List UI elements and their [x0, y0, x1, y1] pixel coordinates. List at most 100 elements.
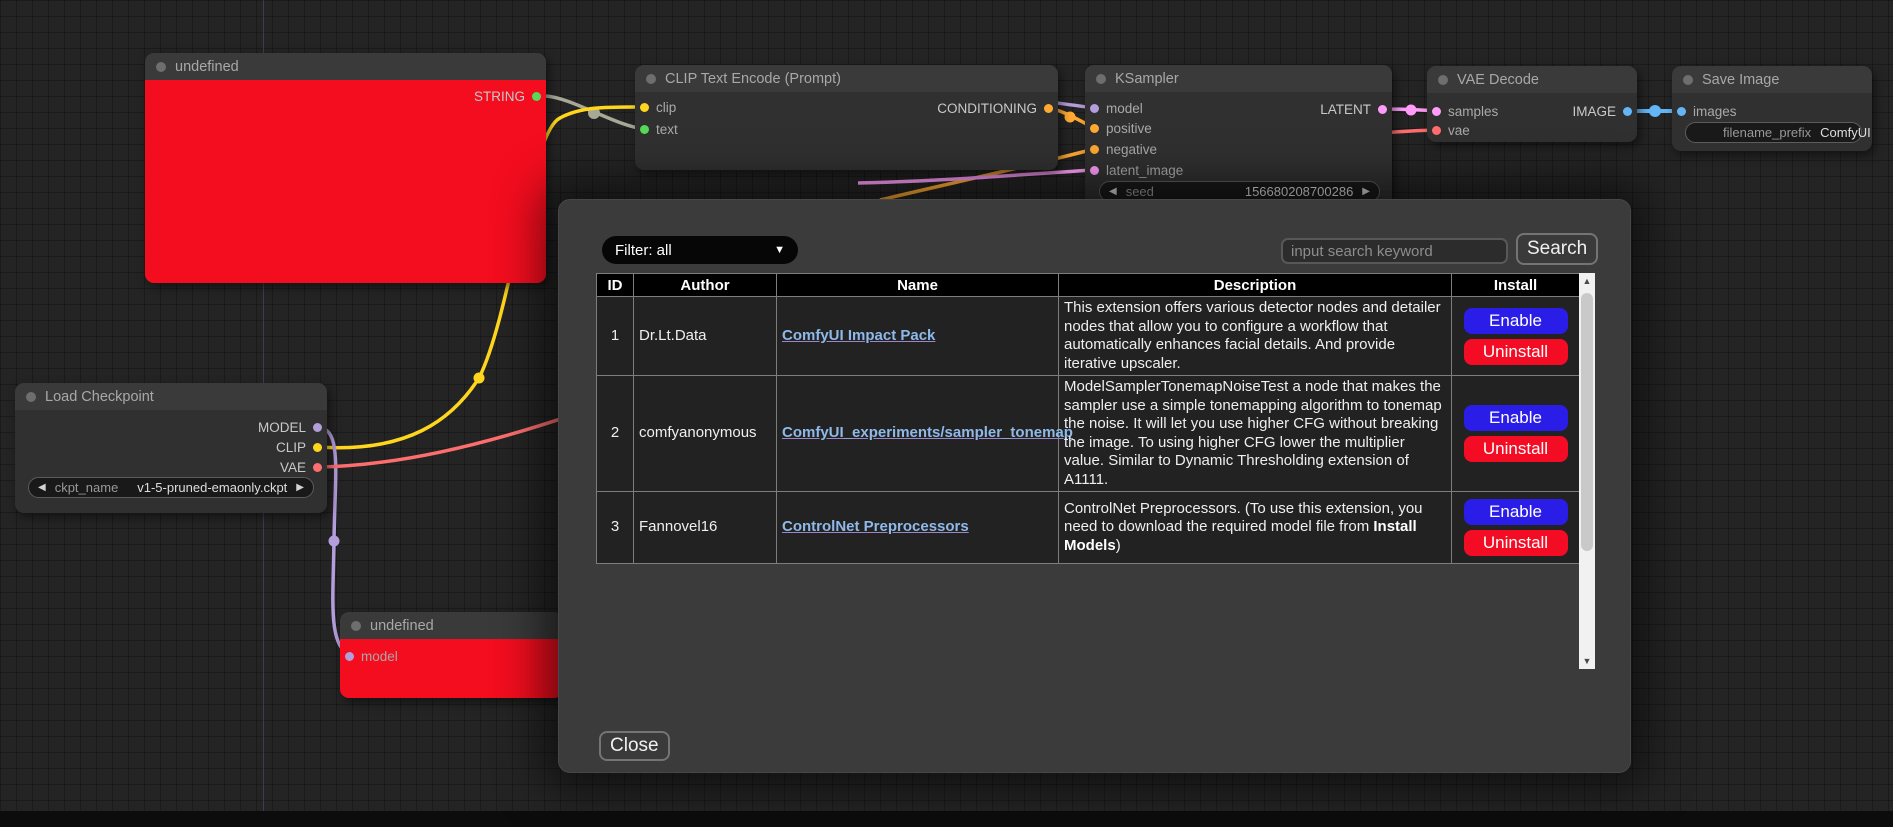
input-slot-images[interactable]: images	[1677, 103, 1737, 120]
node-save-image[interactable]: Save Image images filename_prefix ComfyU…	[1672, 66, 1872, 151]
extension-link[interactable]: ControlNet Preprocessors	[782, 518, 969, 536]
table-row: 2 comfyanonymous ComfyUI_experiments/sam…	[596, 375, 1580, 492]
slot-dot-icon[interactable]	[532, 92, 541, 101]
slot-dot-icon[interactable]	[640, 125, 649, 134]
slot-dot-icon[interactable]	[1090, 166, 1099, 175]
slot-dot-icon[interactable]	[1677, 107, 1686, 116]
slot-dot-icon[interactable]	[313, 443, 322, 452]
node-title-bar[interactable]: Load Checkpoint	[15, 383, 327, 410]
collapse-dot-icon[interactable]	[646, 73, 656, 84]
input-slot-negative[interactable]: negative	[1090, 141, 1157, 158]
node-title-bar[interactable]: undefined	[340, 612, 563, 639]
node-title: Load Checkpoint	[45, 388, 154, 405]
input-slot-model[interactable]: model	[345, 648, 398, 665]
scroll-down-icon[interactable]: ▼	[1579, 653, 1595, 669]
slot-dot-icon[interactable]	[640, 103, 649, 112]
decrement-arrow-icon[interactable]: ◀	[1109, 186, 1117, 197]
uninstall-button[interactable]: Uninstall	[1463, 436, 1568, 462]
output-slot-clip[interactable]: CLIP	[276, 439, 322, 456]
output-slot-image[interactable]: IMAGE	[1572, 103, 1632, 120]
input-slot-model[interactable]: model	[1090, 100, 1143, 117]
node-title-bar[interactable]: undefined	[145, 53, 546, 80]
slot-dot-icon[interactable]	[345, 652, 354, 661]
input-slot-latent-image[interactable]: latent_image	[1090, 162, 1183, 179]
node-title-bar[interactable]: VAE Decode	[1427, 66, 1637, 93]
collapse-dot-icon[interactable]	[1438, 74, 1448, 85]
ckpt-name-widget[interactable]: ◀ ckpt_name v1-5-pruned-emaonly.ckpt ▶	[28, 477, 314, 498]
node-undefined-bottom[interactable]: undefined model	[340, 612, 563, 698]
input-slot-positive[interactable]: positive	[1090, 120, 1152, 137]
extensions-table: ID Author Name Description Install 1 Dr.…	[596, 273, 1580, 564]
node-vae-decode[interactable]: VAE Decode samples vae IMAGE	[1427, 66, 1637, 142]
search-input[interactable]	[1281, 238, 1508, 264]
extension-link[interactable]: ComfyUI Impact Pack	[782, 326, 936, 344]
slot-dot-icon[interactable]	[1623, 107, 1632, 116]
widget-name: ckpt_name	[54, 480, 119, 495]
extension-link[interactable]: ComfyUI_experiments/sampler_tonemap	[782, 424, 1073, 442]
enable-button[interactable]: Enable	[1463, 499, 1568, 525]
increment-arrow-icon[interactable]: ▶	[296, 482, 304, 493]
enable-button[interactable]: Enable	[1463, 405, 1568, 431]
column-header-id: ID	[596, 273, 634, 297]
increment-arrow-icon[interactable]: ▶	[1362, 186, 1370, 197]
slot-label: LATENT	[1320, 102, 1371, 117]
slot-label: clip	[656, 100, 677, 115]
node-title: Save Image	[1702, 71, 1780, 88]
description-text: ModelSamplerTonemapNoiseTest a node that…	[1064, 378, 1442, 488]
node-title-bar[interactable]: KSampler	[1085, 65, 1392, 92]
collapse-dot-icon[interactable]	[351, 620, 361, 631]
scrollbar-thumb[interactable]	[1581, 293, 1593, 551]
slot-dot-icon[interactable]	[1378, 105, 1387, 114]
uninstall-button[interactable]: Uninstall	[1463, 338, 1568, 365]
node-undefined-top[interactable]: undefined STRING	[145, 53, 546, 283]
search-button[interactable]: Search	[1516, 233, 1599, 265]
slot-dot-icon[interactable]	[1432, 126, 1441, 135]
extensions-table-container: ID Author Name Description Install 1 Dr.…	[596, 273, 1595, 669]
description-tail-text: )	[1115, 536, 1121, 554]
node-load-checkpoint[interactable]: Load Checkpoint MODEL CLIP VAE ◀ ckpt_na…	[15, 383, 327, 513]
description-cell: This extension offers various detector n…	[1058, 296, 1452, 376]
node-title: undefined	[175, 58, 239, 75]
filter-select[interactable]: Filter: all ▼	[602, 236, 798, 264]
node-ksampler[interactable]: KSampler model positive negative latent_…	[1085, 65, 1392, 205]
description-text: This extension offers various detector n…	[1064, 299, 1441, 372]
slot-dot-icon[interactable]	[1090, 124, 1099, 133]
filename-prefix-widget[interactable]: filename_prefix ComfyUI	[1685, 122, 1871, 143]
description-text: ControlNet Preprocessors. (To use this e…	[1064, 499, 1423, 536]
output-slot-latent[interactable]: LATENT	[1320, 101, 1387, 118]
collapse-dot-icon[interactable]	[1683, 74, 1693, 85]
install-cell: Enable Uninstall	[1451, 375, 1580, 492]
node-title-bar[interactable]: CLIP Text Encode (Prompt)	[635, 65, 1058, 92]
input-slot-samples[interactable]: samples	[1432, 103, 1498, 120]
widget-value: ComfyUI	[1820, 125, 1871, 140]
collapse-dot-icon[interactable]	[156, 61, 166, 72]
node-title-bar[interactable]: Save Image	[1672, 66, 1872, 93]
output-slot-vae[interactable]: VAE	[280, 459, 322, 476]
slot-dot-icon[interactable]	[313, 423, 322, 432]
table-scrollbar[interactable]: ▲ ▼	[1579, 273, 1595, 669]
node-body	[1427, 93, 1637, 142]
slot-label: latent_image	[1106, 163, 1184, 178]
input-slot-clip[interactable]: clip	[640, 99, 676, 116]
node-clip-text-encode[interactable]: CLIP Text Encode (Prompt) clip text COND…	[635, 65, 1058, 170]
slot-dot-icon[interactable]	[1090, 104, 1099, 113]
column-header-author: Author	[633, 273, 777, 297]
decrement-arrow-icon[interactable]: ◀	[38, 482, 46, 493]
output-slot-string[interactable]: STRING	[474, 88, 541, 105]
input-slot-text[interactable]: text	[640, 121, 678, 138]
column-header-name: Name	[776, 273, 1059, 297]
column-header-description: Description	[1058, 273, 1452, 297]
slot-dot-icon[interactable]	[1090, 145, 1099, 154]
scroll-up-icon[interactable]: ▲	[1579, 273, 1595, 289]
slot-dot-icon[interactable]	[1432, 107, 1441, 116]
output-slot-conditioning[interactable]: CONDITIONING	[937, 100, 1053, 117]
close-button[interactable]: Close	[599, 731, 670, 761]
output-slot-model[interactable]: MODEL	[258, 419, 322, 436]
slot-dot-icon[interactable]	[313, 463, 322, 472]
slot-dot-icon[interactable]	[1044, 104, 1053, 113]
input-slot-vae[interactable]: vae	[1432, 122, 1470, 139]
collapse-dot-icon[interactable]	[1096, 73, 1106, 84]
uninstall-button[interactable]: Uninstall	[1463, 530, 1568, 556]
collapse-dot-icon[interactable]	[26, 391, 36, 402]
enable-button[interactable]: Enable	[1463, 307, 1568, 334]
